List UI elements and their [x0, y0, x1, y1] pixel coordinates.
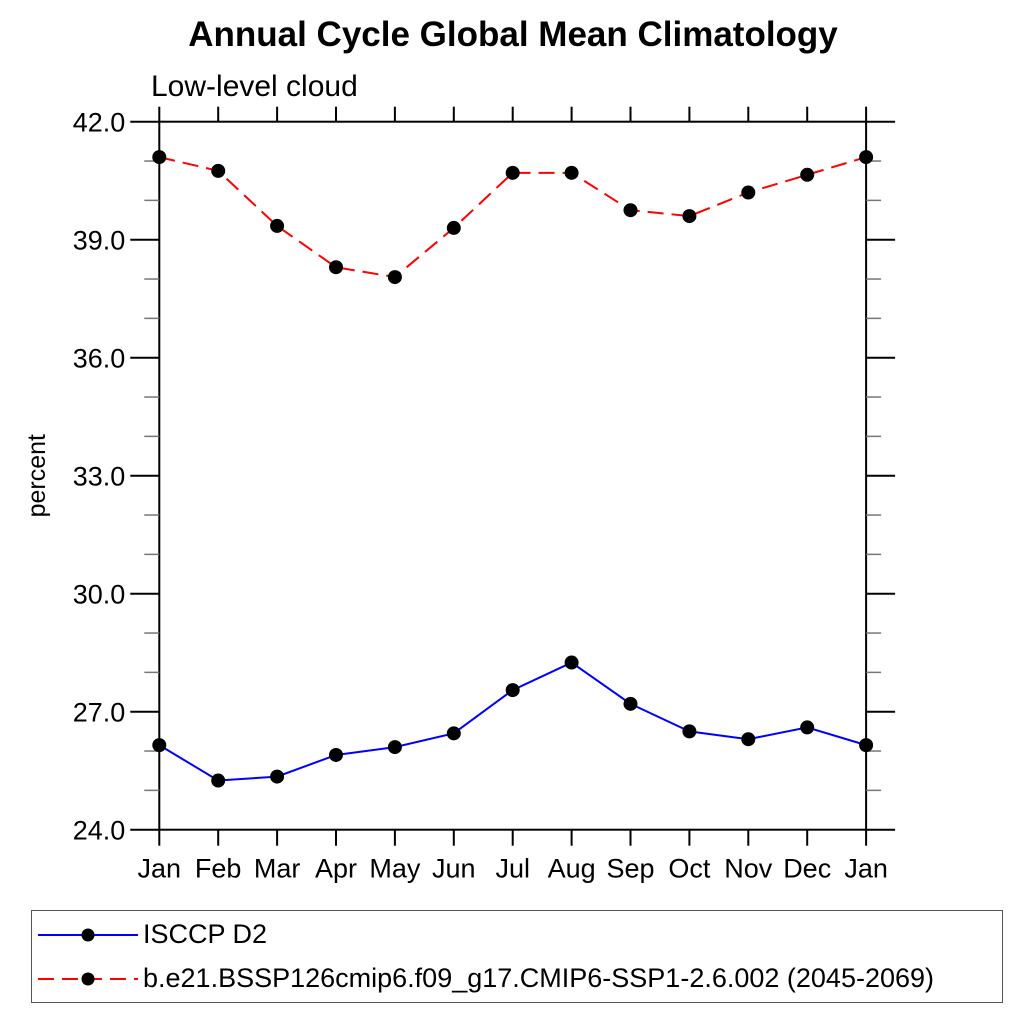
data-point-marker: [387, 270, 402, 285]
x-tick-label: Nov: [724, 854, 773, 884]
y-axis-title: percent: [23, 434, 51, 517]
data-point-marker: [211, 163, 226, 178]
data-point-marker: [152, 738, 167, 753]
data-point-marker: [859, 150, 874, 165]
x-tick-label: Jul: [495, 854, 530, 884]
data-point-marker: [682, 724, 697, 739]
data-point-marker: [800, 167, 815, 182]
data-point-marker: [623, 203, 638, 218]
data-point-marker: [564, 655, 579, 670]
data-point-marker: [446, 220, 461, 235]
chart-subtitle: Low-level cloud: [151, 70, 358, 103]
x-tick-label: Jan: [138, 854, 182, 884]
y-tick-label: 27.0: [73, 698, 126, 728]
data-point-marker: [446, 726, 461, 741]
x-tick-label: May: [369, 854, 421, 884]
data-point-marker: [741, 185, 756, 200]
y-tick-label: 33.0: [73, 462, 126, 492]
y-tick-label: 30.0: [73, 580, 126, 610]
legend-marker-dot-icon: [81, 972, 95, 985]
legend-marker-dot-icon: [81, 928, 95, 941]
data-point-marker: [682, 209, 697, 224]
x-tick-label: Mar: [254, 854, 301, 884]
legend-box: ISCCP D2 b.e21.BSSP126cmip6.f09_g17.CMIP…: [31, 910, 1003, 1003]
legend-label-series-1: b.e21.BSSP126cmip6.f09_g17.CMIP6-SSP1-2.…: [143, 963, 935, 993]
data-point-marker: [623, 696, 638, 711]
legend-line-sample-solid: [38, 928, 138, 941]
data-point-marker: [564, 165, 579, 180]
y-tick-label: 24.0: [73, 816, 126, 846]
data-point-marker: [152, 150, 167, 165]
legend-line-sample-dashed: [38, 972, 138, 985]
data-point-marker: [800, 720, 815, 735]
y-tick-label: 36.0: [73, 344, 126, 374]
data-point-marker: [505, 683, 520, 698]
x-tick-label: Sep: [606, 854, 654, 884]
x-tick-label: Jun: [432, 854, 476, 884]
x-tick-label: Aug: [548, 854, 596, 884]
data-point-marker: [329, 260, 343, 275]
data-point-marker: [859, 738, 874, 753]
chart-title: Annual Cycle Global Mean Climatology: [188, 15, 838, 54]
x-tick-label: Dec: [783, 854, 831, 884]
x-tick-label: Feb: [195, 854, 242, 884]
x-tick-label: Apr: [315, 854, 357, 884]
x-tick-label: Jan: [844, 854, 888, 884]
y-tick-label: 42.0: [73, 108, 126, 138]
legend-item-ssp126: b.e21.BSSP126cmip6.f09_g17.CMIP6-SSP1-2.…: [32, 957, 1002, 1000]
y-tick-label: 39.0: [73, 226, 126, 256]
data-point-marker: [270, 769, 285, 784]
legend-item-isccp-d2: ISCCP D2: [32, 913, 1002, 956]
data-point-marker: [505, 165, 520, 180]
data-point-marker: [211, 773, 226, 788]
data-point-marker: [270, 218, 285, 233]
data-point-marker: [741, 732, 756, 747]
legend-label-series-0: ISCCP D2: [143, 919, 268, 949]
data-point-marker: [329, 747, 343, 762]
data-point-marker: [387, 740, 402, 755]
x-tick-label: Oct: [668, 854, 711, 884]
series-line-0: [158, 661, 867, 782]
plot-border: [158, 120, 868, 831]
